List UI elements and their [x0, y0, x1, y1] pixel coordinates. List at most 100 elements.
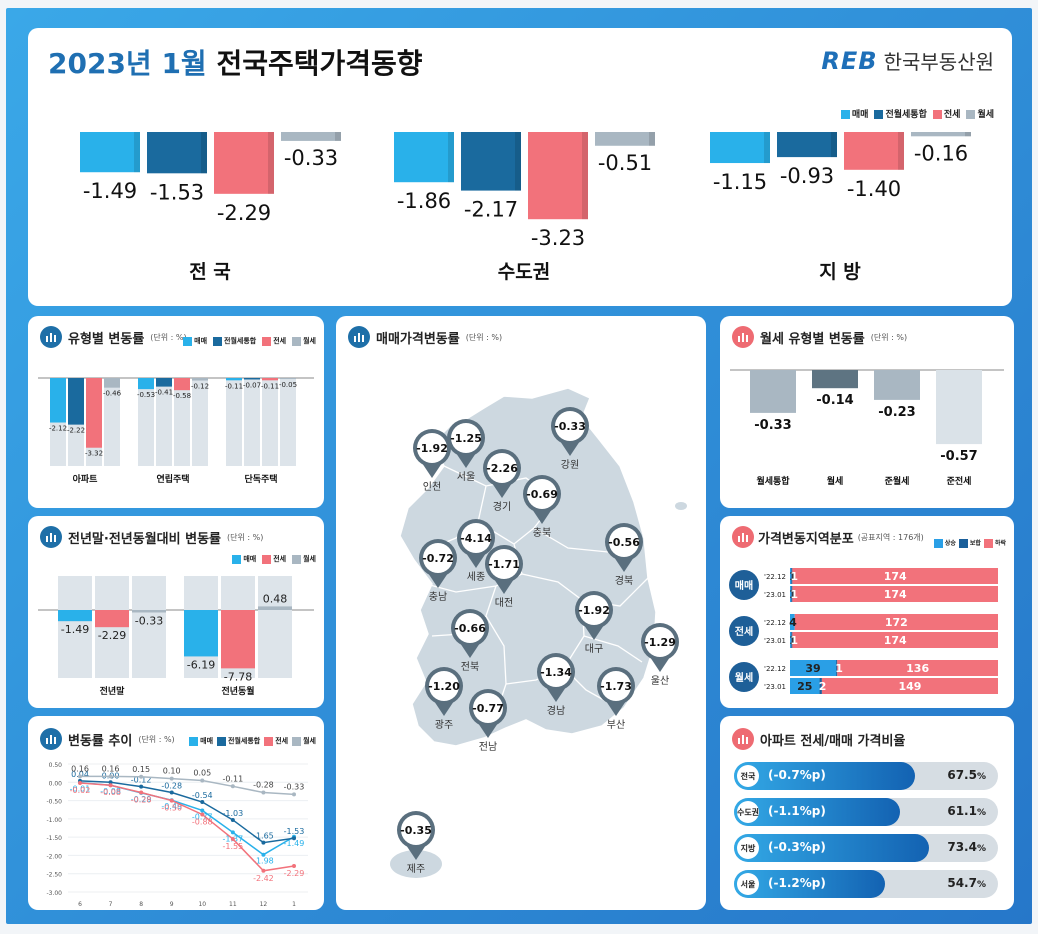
dist-fall-value: 149 — [898, 680, 921, 693]
dist-flat-value: 1 — [790, 588, 798, 601]
ratio-number: 73.4 — [947, 840, 977, 854]
trend-point-label: -0.88 — [192, 817, 213, 826]
type-bar — [50, 378, 66, 423]
map-region-label: 부산 — [607, 719, 625, 731]
map-pin-face — [461, 523, 491, 553]
legend-label: 매매 — [851, 110, 869, 120]
map-pin-value: -1.20 — [428, 680, 460, 693]
ratio-title-text: 아파트 전세/매매 가격비율 — [760, 733, 906, 749]
trend-xtick: 6 — [78, 901, 82, 908]
map-region-label: 대전 — [495, 597, 513, 609]
type-bar-value: -0.11 — [225, 382, 243, 390]
trend-line-chart: 0.50 0.00 -0.50 -1.00 -1.50 -2.00 -2.50 -3.00 6 7… — [46, 762, 308, 908]
dist-seg-fall — [821, 678, 998, 694]
top-bar-shade — [965, 132, 971, 137]
ratio-panel-title: 아파트 전세/매매 가격비율 — [732, 728, 905, 750]
wolse-bar — [750, 370, 796, 413]
map-pin-face — [429, 671, 459, 701]
legend-label: 하락 — [994, 540, 1006, 547]
trend-point-label: -0.11 — [223, 774, 244, 783]
ratio-delta: (-1.1%p) — [768, 804, 826, 818]
trend-point-label: 0.16 — [71, 764, 89, 773]
ratio-value: 67.5% — [947, 768, 986, 782]
legend-swatch — [983, 539, 993, 548]
trend-point-label: -0.28 — [253, 781, 274, 790]
map-pin-value: -1.25 — [450, 432, 482, 445]
ratio-value: 61.1% — [947, 804, 986, 818]
legend-label: 전세 — [275, 737, 289, 745]
type-bar-bg — [262, 378, 278, 466]
distribution-panel: 가격변동지역분포 (공표지역 : 176개) 상승 보합 하락 매매 '22.12 1 1… — [720, 516, 1014, 708]
type-bar-bg — [244, 378, 260, 466]
legend-label: 월세 — [303, 737, 316, 745]
trend-point — [230, 836, 235, 841]
legend-label: 월세 — [303, 337, 316, 345]
legend-swatch — [189, 736, 199, 746]
yoy-bar — [95, 610, 129, 628]
top-bar — [214, 132, 274, 194]
ratio-delta: (-0.3%p) — [768, 840, 826, 854]
chart-icon — [732, 326, 754, 348]
legend-label: 보합 — [969, 540, 981, 547]
map-pin-value: -1.92 — [578, 604, 610, 617]
legend-item: 매매 — [232, 554, 256, 564]
yoy-group-label: 전년말 — [100, 685, 126, 697]
trend-ytick: -1.50 — [46, 835, 62, 842]
legend-swatch — [213, 336, 223, 346]
page-title: 2023년 1월 전국주택가격동향 — [48, 42, 423, 82]
type-bar-value: -2.22 — [67, 427, 85, 435]
yoy-panel: 전년말·전년동월대비 변동률 (단위 : %) 매매 전세 월세 -1.49 -2.2… — [28, 516, 324, 708]
trend-point — [169, 776, 174, 781]
ratio-fill — [734, 762, 916, 790]
map-region-label: 인천 — [423, 481, 441, 493]
top-bar — [281, 132, 341, 141]
dist-seg-rise — [790, 614, 795, 630]
type-bar-value: -0.11 — [261, 382, 279, 390]
ratio-region: 서울 — [737, 873, 759, 895]
map-pin-face — [423, 543, 453, 573]
dist-rise-value: 1 — [789, 634, 797, 647]
trend-point — [108, 783, 113, 788]
trend-panel: 변동률 추이 (단위 : %) 매매 전월세통합 전세 월세 0.50 0.00 -0.5… — [28, 716, 324, 910]
top-bar-value: -1.40 — [847, 177, 901, 201]
dist-group-label: 월세 — [735, 671, 753, 684]
trend-point-label: -0.01 — [70, 785, 91, 794]
top-bar-value: -3.23 — [531, 226, 585, 250]
trend-series-line — [80, 775, 295, 796]
top-bar — [528, 132, 588, 220]
map-pin-value: -0.35 — [400, 824, 432, 837]
top-bar-shade — [448, 132, 454, 183]
trend-point-label: -0.02 — [70, 786, 91, 795]
map-title-text: 매매가격변동률 — [376, 331, 460, 347]
trend-point — [261, 840, 266, 845]
type-bar-value: -0.05 — [279, 381, 297, 389]
legend-item: 전세 — [264, 736, 288, 746]
trend-xtick: 1 — [292, 901, 296, 908]
map-pin-value: -1.71 — [488, 558, 520, 571]
legend-swatch — [840, 110, 850, 119]
map-region-label: 울산 — [651, 675, 669, 687]
legend-swatch — [262, 554, 272, 564]
dist-legend: 상승 보합 하락 — [933, 538, 1006, 548]
dist-fall-value: 174 — [884, 588, 907, 601]
yoy-bar — [132, 610, 166, 613]
map-pin-face — [487, 453, 517, 483]
legend-item: 전월세통합 — [213, 336, 256, 346]
type-bar — [156, 378, 172, 387]
legend-item: 전세 — [262, 336, 286, 346]
trend-unit: (단위 : %) — [138, 734, 175, 744]
map-region-label: 충북 — [533, 527, 551, 539]
top-bar-value: -1.15 — [713, 170, 767, 194]
chart-icon — [732, 728, 754, 750]
type-bar-bg — [280, 378, 296, 466]
trend-xtick: 9 — [170, 901, 174, 908]
yoy-bar-value: -7.78 — [224, 670, 252, 683]
wolse-bar-chart: -0.33 월세통합 -0.14 월세 -0.23 준월세 -0.57 준전세 — [730, 369, 1004, 487]
map-pin-face — [473, 693, 503, 723]
legend-swatch — [264, 736, 274, 746]
ratio-fill — [734, 834, 930, 862]
trend-xtick: 7 — [109, 901, 113, 908]
type-bar-value: -2.12 — [49, 425, 67, 433]
trend-point — [292, 836, 296, 841]
